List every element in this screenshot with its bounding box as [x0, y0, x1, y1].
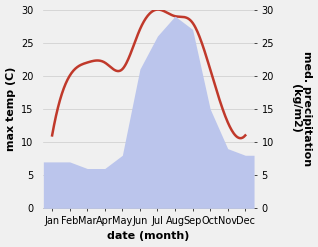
Y-axis label: max temp (C): max temp (C): [5, 67, 16, 151]
Y-axis label: med. precipitation
(kg/m2): med. precipitation (kg/m2): [291, 51, 313, 166]
X-axis label: date (month): date (month): [107, 231, 190, 242]
